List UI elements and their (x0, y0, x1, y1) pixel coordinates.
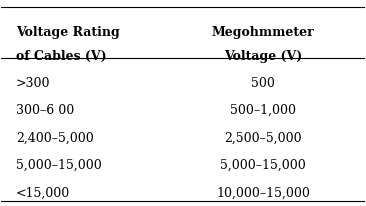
Text: <15,000: <15,000 (16, 186, 70, 199)
Text: 500: 500 (251, 77, 275, 90)
Text: Voltage (V): Voltage (V) (224, 50, 302, 63)
Text: >300: >300 (16, 77, 51, 90)
Text: 300–6 00: 300–6 00 (16, 104, 74, 117)
Text: of Cables (V): of Cables (V) (16, 50, 107, 63)
Text: 5,000–15,000: 5,000–15,000 (16, 159, 102, 172)
Text: 10,000–15,000: 10,000–15,000 (216, 186, 310, 199)
Text: 5,000–15,000: 5,000–15,000 (220, 159, 306, 172)
Text: Megohmmeter: Megohmmeter (212, 26, 314, 39)
Text: Voltage Rating: Voltage Rating (16, 26, 120, 39)
Text: 2,400–5,000: 2,400–5,000 (16, 131, 94, 144)
Text: 2,500–5,000: 2,500–5,000 (224, 131, 302, 144)
Text: 500–1,000: 500–1,000 (230, 104, 296, 117)
